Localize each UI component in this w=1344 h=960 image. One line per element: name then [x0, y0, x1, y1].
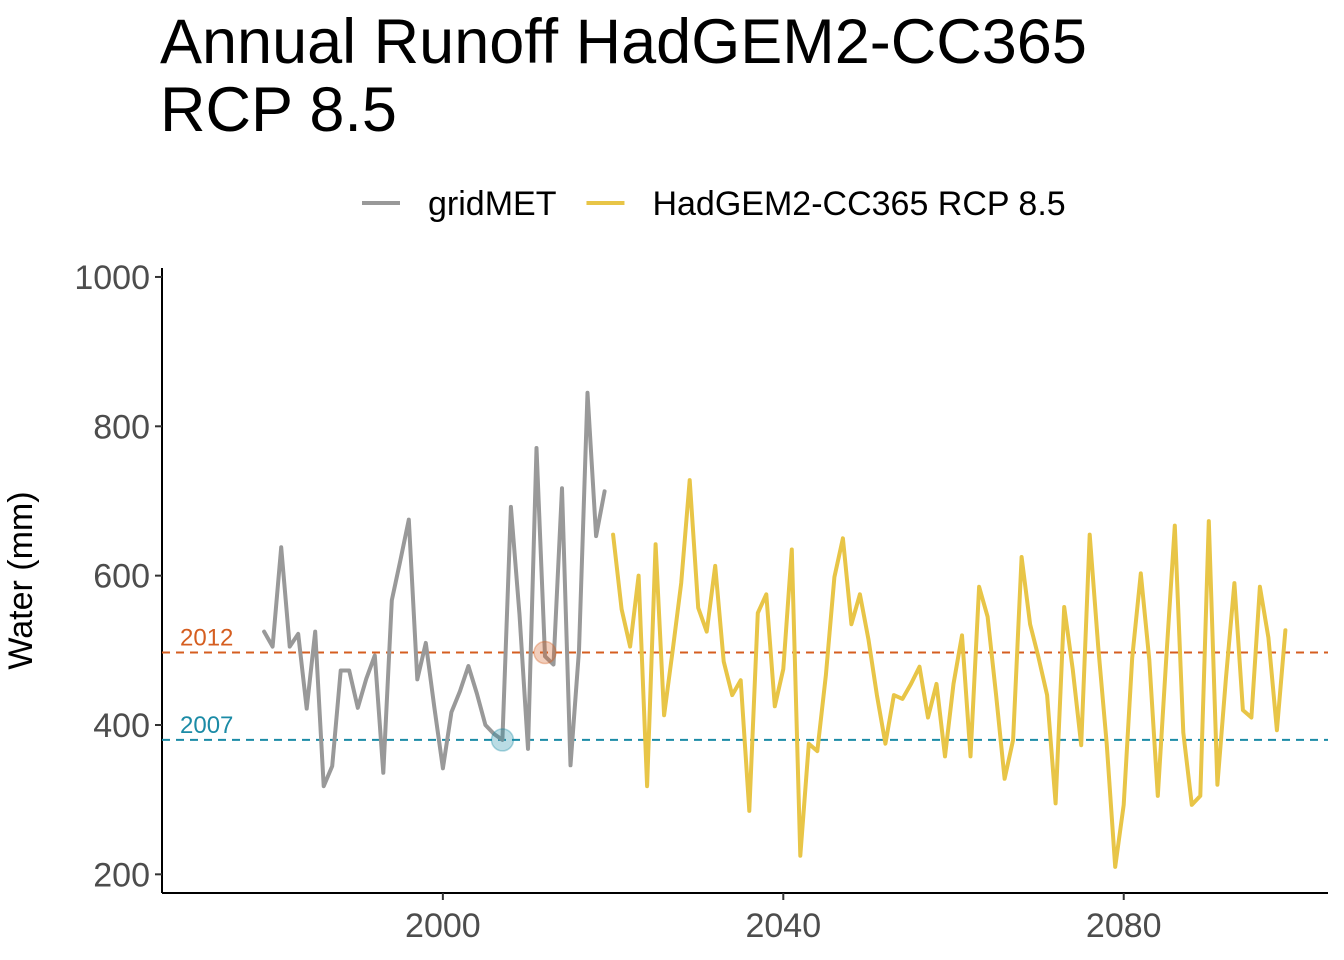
reference-label-2012: 2012	[180, 625, 233, 652]
marker-2007	[490, 728, 515, 752]
x-tick-label: 2040	[745, 907, 821, 945]
y-tick-label: 400	[93, 707, 150, 745]
series-line-1	[611, 478, 1288, 869]
y-tick-label: 600	[93, 558, 150, 596]
y-tick-label: 1000	[74, 259, 150, 297]
legend: gridMET HadGEM2-CC365 RCP 8.5	[362, 185, 1066, 223]
legend-label-0: gridMET	[428, 185, 556, 223]
axes: 200 400 600 800 1000 2000 2040 2080 Water (mm)	[2, 259, 1328, 945]
x-tick-label: 2000	[405, 907, 481, 945]
chart-title-line-1: Annual Runoff HadGEM2-CC365	[160, 7, 1087, 77]
y-tick-label: 200	[93, 856, 150, 894]
reference-label-2007: 2007	[180, 712, 233, 739]
series-line-0	[262, 390, 607, 789]
series-lines	[262, 390, 1288, 869]
reference-markers	[490, 640, 557, 752]
x-tick-label: 2080	[1086, 907, 1162, 945]
y-tick-label: 800	[93, 408, 150, 446]
chart-title-line-2: RCP 8.5	[160, 75, 397, 145]
chart-title: Annual Runoff HadGEM2-CC365 RCP 8.5	[160, 8, 1087, 144]
legend-label-1: HadGEM2-CC365 RCP 8.5	[652, 185, 1065, 223]
y-axis-title: Water (mm)	[2, 491, 40, 669]
marker-2012	[533, 640, 557, 665]
